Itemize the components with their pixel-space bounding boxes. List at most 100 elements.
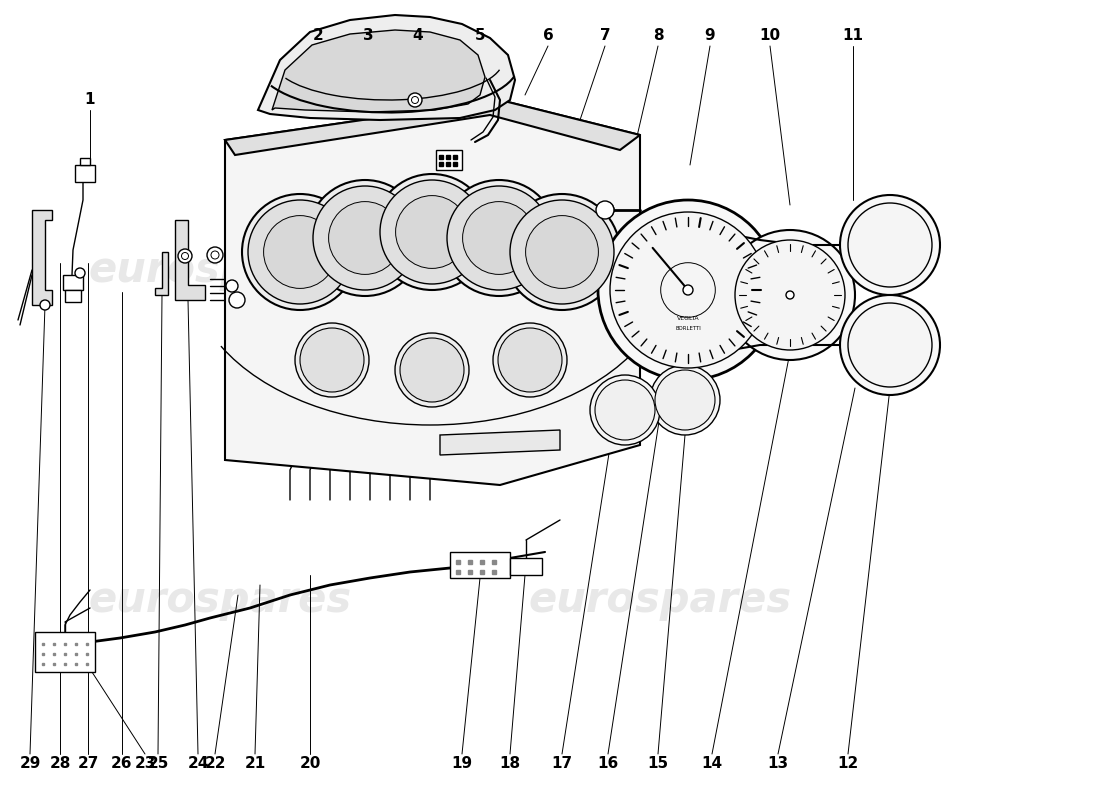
Circle shape (229, 292, 245, 308)
Text: BORLETTI: BORLETTI (675, 326, 701, 330)
Circle shape (725, 230, 855, 360)
Circle shape (463, 202, 536, 274)
Circle shape (498, 328, 562, 392)
Text: 19: 19 (451, 757, 473, 771)
Circle shape (226, 280, 238, 292)
Circle shape (786, 291, 794, 299)
Circle shape (598, 200, 778, 380)
Polygon shape (63, 275, 82, 290)
Circle shape (848, 203, 932, 287)
Text: 18: 18 (499, 757, 520, 771)
Text: 12: 12 (837, 757, 859, 771)
Circle shape (395, 333, 469, 407)
Circle shape (848, 303, 932, 387)
Circle shape (447, 186, 551, 290)
Circle shape (379, 180, 484, 284)
Text: eurospares: eurospares (88, 249, 352, 291)
Text: 6: 6 (542, 29, 553, 43)
Circle shape (840, 195, 940, 295)
Circle shape (40, 300, 49, 310)
Circle shape (314, 186, 417, 290)
Text: 5: 5 (475, 29, 485, 43)
Text: 11: 11 (843, 29, 864, 43)
Polygon shape (32, 210, 52, 305)
Polygon shape (258, 15, 515, 120)
Text: 23: 23 (134, 757, 156, 771)
Circle shape (493, 323, 566, 397)
Text: 17: 17 (551, 757, 573, 771)
Circle shape (683, 285, 693, 295)
Polygon shape (436, 150, 462, 170)
Text: eurospares: eurospares (88, 579, 352, 621)
Circle shape (242, 194, 358, 310)
Circle shape (207, 247, 223, 263)
Text: 3: 3 (363, 29, 373, 43)
Polygon shape (440, 430, 560, 455)
Text: 1: 1 (85, 93, 96, 107)
Circle shape (264, 215, 337, 288)
Circle shape (504, 194, 620, 310)
Circle shape (178, 249, 192, 263)
Text: VEGLIA: VEGLIA (676, 315, 700, 321)
Circle shape (295, 323, 368, 397)
Polygon shape (80, 158, 90, 165)
Text: 21: 21 (244, 757, 265, 771)
Circle shape (661, 262, 715, 318)
Circle shape (441, 180, 557, 296)
Circle shape (408, 93, 422, 107)
Text: 7: 7 (600, 29, 610, 43)
Text: 22: 22 (205, 757, 225, 771)
Polygon shape (35, 632, 95, 672)
Polygon shape (65, 290, 81, 302)
Circle shape (602, 206, 610, 214)
Text: 28: 28 (50, 757, 70, 771)
Polygon shape (226, 100, 640, 485)
Circle shape (596, 201, 614, 219)
Circle shape (329, 202, 402, 274)
Text: 24: 24 (187, 757, 209, 771)
Polygon shape (272, 30, 485, 112)
Text: 14: 14 (702, 757, 723, 771)
Text: 8: 8 (652, 29, 663, 43)
Circle shape (411, 97, 418, 103)
Text: 27: 27 (77, 757, 99, 771)
Text: 25: 25 (147, 757, 168, 771)
Circle shape (590, 375, 660, 445)
Circle shape (400, 338, 464, 402)
Polygon shape (226, 100, 640, 155)
Circle shape (840, 295, 940, 395)
Text: 10: 10 (759, 29, 781, 43)
Circle shape (248, 200, 352, 304)
Text: 16: 16 (597, 757, 618, 771)
Text: 9: 9 (705, 29, 715, 43)
Text: 15: 15 (648, 757, 669, 771)
Circle shape (654, 370, 715, 430)
Polygon shape (155, 252, 168, 295)
Circle shape (526, 215, 598, 288)
Text: eurospares: eurospares (528, 249, 792, 291)
Circle shape (598, 202, 614, 218)
Circle shape (595, 380, 654, 440)
Polygon shape (510, 558, 542, 575)
Circle shape (75, 268, 85, 278)
Circle shape (650, 365, 721, 435)
Circle shape (374, 174, 490, 290)
Text: 2: 2 (312, 29, 323, 43)
Text: 13: 13 (768, 757, 789, 771)
Polygon shape (450, 552, 510, 578)
Polygon shape (175, 220, 205, 300)
Circle shape (300, 328, 364, 392)
Circle shape (396, 195, 469, 268)
Text: 20: 20 (299, 757, 321, 771)
Text: 29: 29 (20, 757, 41, 771)
Circle shape (182, 253, 188, 259)
Circle shape (307, 180, 424, 296)
Text: eurospares: eurospares (528, 579, 792, 621)
Circle shape (735, 240, 845, 350)
Circle shape (510, 200, 614, 304)
Text: 26: 26 (111, 757, 133, 771)
Circle shape (610, 212, 766, 368)
Circle shape (211, 251, 219, 259)
Text: 4: 4 (412, 29, 424, 43)
Polygon shape (75, 165, 95, 182)
